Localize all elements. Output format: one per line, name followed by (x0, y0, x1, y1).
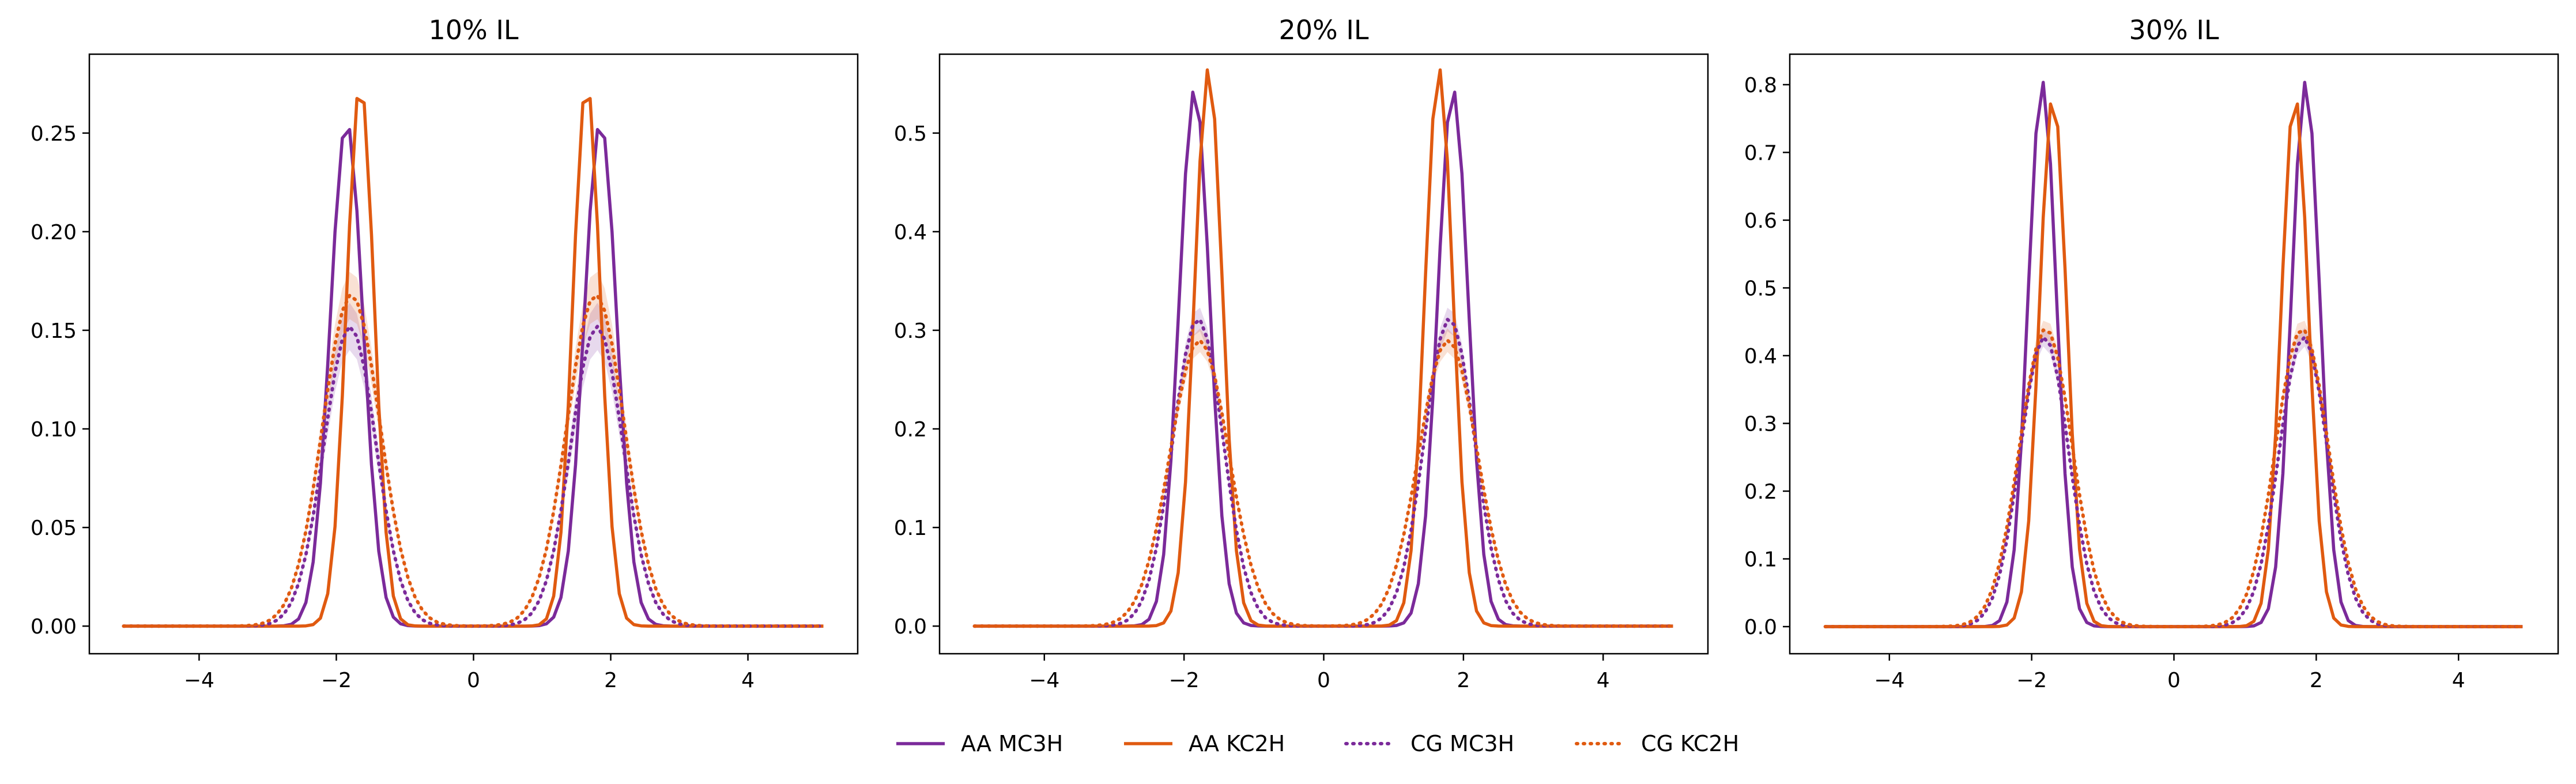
legend-label: AA MC3H (961, 731, 1063, 756)
series-line-aa-mc3h (123, 127, 824, 628)
y-tick-label: 0.3 (1744, 412, 1777, 436)
legend-label: CG KC2H (1641, 731, 1739, 756)
series-line-aa-kc2h (123, 97, 824, 628)
subplot-title: 10% IL (428, 14, 518, 46)
legend-item-aa-kc2h: AA KC2H (1124, 731, 1285, 756)
y-tick-label: 0.3 (894, 319, 927, 343)
subplot-title: 20% IL (1278, 14, 1368, 46)
subplot-2: 20% IL −4 −2 0 2 4 0.0 0.1 0.2 0.3 0.4 0.5 (894, 14, 1709, 692)
y-tick-label: 0.5 (894, 122, 927, 146)
legend-label: AA KC2H (1189, 731, 1285, 756)
x-tick-label: 0 (1317, 669, 1330, 692)
x-tick-label: 0 (2167, 669, 2181, 692)
y-tick-label: 0.20 (31, 221, 77, 244)
series-line-cg-mc3h (122, 325, 825, 628)
y-tick-label: 0.5 (1744, 277, 1777, 300)
x-tick-label: −2 (2016, 669, 2047, 692)
series-band-cg-mc3h (974, 307, 1673, 627)
y-tick-label: 0.00 (31, 615, 77, 639)
series-line-cg-kc2h (972, 338, 1675, 628)
legend-item-cg-kc2h: CG KC2H (1575, 731, 1739, 756)
y-tick-label: 0.1 (894, 517, 927, 540)
x-tick-label: −4 (184, 669, 214, 692)
series-line-aa-mc3h (1825, 81, 2523, 628)
x-tick-label: 4 (1597, 669, 1610, 692)
x-tick-label: 2 (1457, 669, 1470, 692)
legend-label: CG MC3H (1410, 731, 1514, 756)
y-tick-label: 0.4 (1744, 345, 1777, 368)
y-tick-label: 0.0 (1744, 616, 1777, 639)
x-tick-label: −4 (1874, 669, 1904, 692)
y-tick-label: 0.15 (31, 319, 77, 343)
y-tick-label: 0.2 (894, 418, 927, 442)
y-tick-label: 0.1 (1744, 548, 1777, 571)
x-tick-label: 2 (604, 669, 617, 692)
series-line-cg-mc3h (1823, 335, 2525, 628)
series-line-cg-mc3h (972, 318, 1675, 628)
series-line-aa-kc2h (1825, 102, 2523, 628)
subplot-1: 10% IL −4 −2 0 2 4 0.00 0.05 0.10 0.15 0.20 0.25 (31, 14, 859, 692)
y-tick-label: 0.6 (1744, 209, 1777, 233)
subplot-panels: 10% IL−4 −2 0 2 40.000.050.100.150.200.2520%… (31, 14, 2559, 692)
subplot-3: 30% IL −4 −2 0 2 4 0.0 0.1 0.2 0.3 0.4 0.5 0.6 0.7 0.8 (1744, 14, 2559, 692)
y-tick-label: 0.8 (1744, 74, 1777, 97)
series-band-cg-mc3h (1825, 327, 2523, 627)
y-tick-label: 0.0 (894, 615, 927, 639)
x-tick-label: 0 (467, 669, 480, 692)
x-tick-label: −2 (1169, 669, 1200, 692)
series-band-cg-kc2h (974, 328, 1673, 627)
plot-frame (88, 53, 859, 655)
x-tick-label: 4 (2452, 669, 2465, 692)
legend-item-cg-mc3h: CG MC3H (1344, 731, 1514, 756)
x-tick-label: 2 (2310, 669, 2323, 692)
y-tick-label: 0.7 (1744, 141, 1777, 165)
series-band-cg-kc2h (123, 272, 824, 627)
series-band-cg-mc3h (123, 303, 824, 627)
x-tick-label: 4 (741, 669, 755, 692)
series-line-cg-kc2h (1823, 328, 2525, 628)
plot-frame (1789, 53, 2559, 655)
x-tick-label: −4 (1029, 669, 1059, 692)
legend-item-aa-mc3h: AA MC3H (896, 731, 1063, 756)
series-line-aa-mc3h (974, 91, 1673, 628)
series-band-cg-kc2h (1825, 321, 2523, 627)
subplot-title: 30% IL (2129, 14, 2219, 46)
y-tick-label: 0.25 (31, 122, 77, 146)
y-tick-label: 0.2 (1744, 480, 1777, 504)
series-line-cg-kc2h (122, 293, 825, 628)
y-tick-label: 0.10 (31, 418, 77, 442)
x-tick-label: −2 (321, 669, 352, 692)
y-tick-label: 0.05 (31, 517, 77, 540)
y-tick-label: 0.4 (894, 221, 927, 244)
plot-frame (938, 53, 1709, 655)
legend: AA MC3H AA KC2H CG MC3H CG KC2H (896, 731, 1739, 756)
series-line-aa-kc2h (974, 68, 1673, 628)
